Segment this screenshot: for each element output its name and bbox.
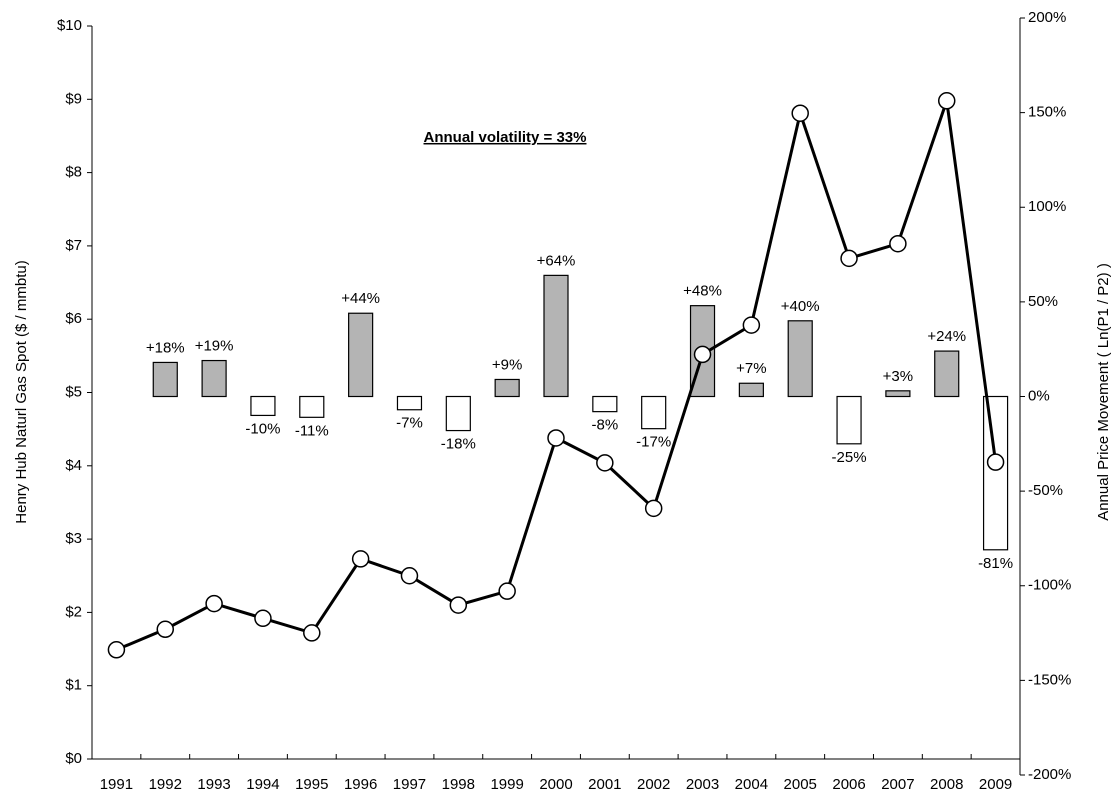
x-tick-label: 2008 (930, 776, 963, 793)
price-point (693, 345, 712, 364)
bar (885, 390, 911, 398)
bar (836, 395, 862, 445)
x-tick-label: 1994 (246, 776, 279, 793)
bar (494, 378, 520, 398)
bar (201, 359, 227, 398)
price-point (791, 104, 809, 122)
y-tick-label: $4 (65, 457, 82, 474)
price-point (254, 609, 272, 628)
x-tick-label: 1996 (344, 776, 377, 793)
y-tick-label: $6 (65, 310, 82, 327)
bar (543, 274, 569, 398)
price-point (498, 582, 516, 600)
bar (641, 395, 667, 430)
price-point (840, 249, 858, 268)
y2-tick-label: -150% (1028, 671, 1071, 688)
price-point (303, 624, 321, 642)
y2-tick-label: 150% (1028, 104, 1066, 121)
x-tick-label: 1999 (490, 776, 523, 793)
annotation: Annual volatility = 33% (424, 129, 587, 146)
y2-tick-label: 0% (1028, 387, 1050, 404)
price-point (156, 620, 175, 639)
data-label: -18% (441, 436, 476, 453)
x-tick-label: 2007 (881, 776, 914, 793)
bar (934, 350, 960, 398)
price-point (596, 454, 614, 472)
data-label: -25% (832, 449, 867, 466)
x-tick-label: 2001 (588, 776, 621, 793)
y-tick-label: $5 (65, 383, 82, 400)
y2-tick-label: 50% (1028, 293, 1058, 310)
y-tick-label: $8 (65, 164, 82, 181)
x-tick-label: 1992 (149, 776, 182, 793)
bar (299, 395, 325, 418)
price-point (547, 429, 565, 447)
y2-axis-label: Annual Price Movement ( Ln(P1 / P2) ) (1095, 263, 1112, 521)
y-tick-label: $10 (57, 17, 82, 34)
x-tick-label: 1995 (295, 776, 328, 793)
bar (592, 395, 618, 413)
price-point (889, 234, 907, 253)
x-tick-label: 1993 (197, 776, 230, 793)
y-tick-label: $3 (65, 530, 82, 547)
price-point (986, 453, 1005, 471)
bar (250, 395, 276, 417)
data-label: +7% (736, 360, 766, 377)
data-label: +3% (883, 368, 913, 385)
x-tick-label: 2003 (686, 776, 719, 793)
y-axis-label: Henry Hub Naturl Gas Spot ($ / mmbtu) (13, 260, 30, 523)
data-label: -11% (295, 422, 329, 439)
x-tick-label: 2000 (539, 776, 572, 793)
bar (738, 382, 764, 398)
x-tick-label: 2006 (832, 776, 865, 793)
x-tick-label: 2009 (979, 776, 1012, 793)
price-point (205, 594, 223, 613)
y-tick-label: $0 (65, 750, 82, 767)
data-label: +44% (341, 290, 380, 307)
y-tick-label: $1 (65, 677, 82, 694)
bar (787, 320, 813, 398)
bar (445, 395, 471, 432)
y2-tick-label: -50% (1028, 482, 1063, 499)
data-label: +9% (492, 356, 522, 373)
data-label: +40% (781, 298, 820, 315)
x-tick-label: 2005 (784, 776, 817, 793)
x-tick-label: 2002 (637, 776, 670, 793)
price-point (742, 316, 761, 334)
y2-tick-label: 200% (1028, 9, 1066, 26)
bar (152, 361, 178, 398)
y2-tick-label: -200% (1028, 766, 1071, 783)
data-label: +18% (146, 339, 185, 356)
data-label: -10% (245, 420, 280, 437)
price-point (107, 641, 126, 659)
price-point (644, 499, 663, 518)
x-tick-label: 2004 (735, 776, 768, 793)
data-label: +24% (927, 328, 966, 345)
data-label: +64% (537, 252, 576, 269)
price-point (400, 567, 419, 585)
y2-tick-label: 100% (1028, 198, 1066, 215)
data-label: -81% (978, 555, 1013, 572)
bar (396, 395, 423, 411)
price-point (937, 92, 956, 110)
data-label: -7% (396, 415, 423, 432)
y2-tick-label: -100% (1028, 577, 1071, 594)
bar (982, 395, 1009, 551)
price-point (449, 596, 468, 614)
y-tick-label: $9 (65, 90, 82, 107)
x-tick-label: 1991 (100, 776, 133, 793)
price-point (351, 550, 370, 568)
data-label: -17% (636, 434, 671, 451)
x-tick-label: 1997 (393, 776, 426, 793)
data-label: +48% (683, 283, 722, 300)
y-tick-label: $7 (65, 237, 82, 254)
data-label: +19% (195, 338, 234, 355)
y-tick-label: $2 (65, 603, 82, 620)
x-tick-label: 1998 (442, 776, 475, 793)
data-label: -8% (591, 417, 618, 434)
bar (348, 312, 374, 398)
